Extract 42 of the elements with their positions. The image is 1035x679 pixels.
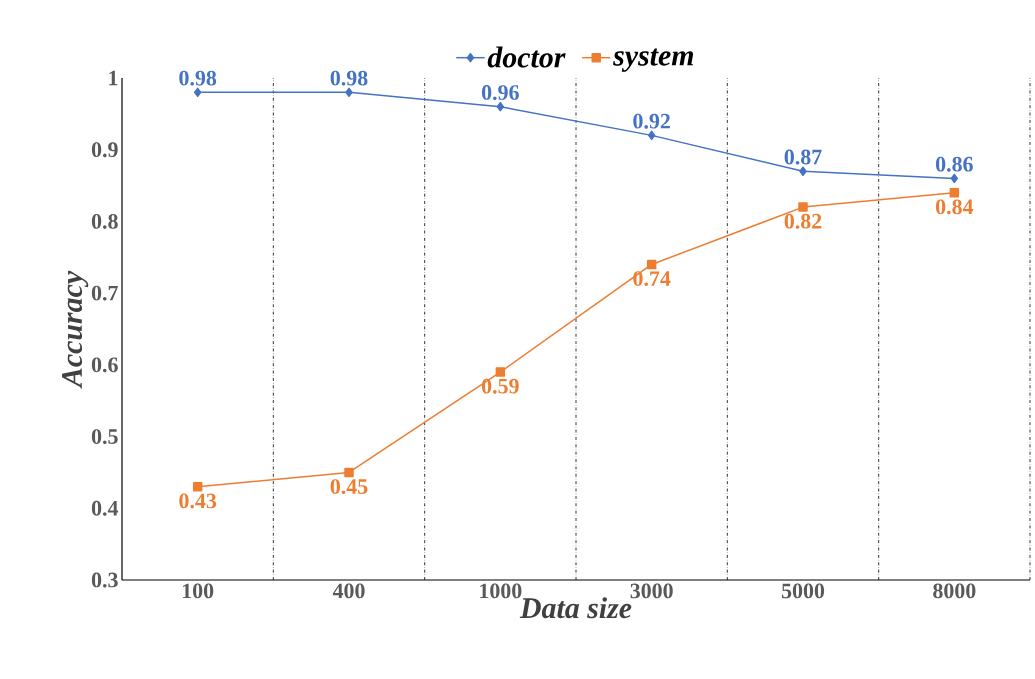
point <box>496 101 505 112</box>
x-axis-title: Data size <box>519 597 632 619</box>
y-tick-label: 0.6 <box>91 357 118 373</box>
point <box>799 166 807 176</box>
data-label: 0.98 <box>330 70 368 86</box>
data-label: 0.82 <box>784 213 822 229</box>
data-label: 0.45 <box>330 479 368 495</box>
legend-label: system <box>613 48 694 72</box>
point <box>798 202 808 212</box>
data-label: 0.43 <box>179 493 217 509</box>
point <box>193 87 202 98</box>
point <box>647 130 656 141</box>
data-label: 0.92 <box>633 113 670 129</box>
point <box>344 467 354 478</box>
data-label: 0.86 <box>935 156 973 172</box>
data-label: 0.87 <box>784 149 822 165</box>
legend-label: doctor <box>487 46 566 68</box>
data-label: 0.96 <box>481 85 519 100</box>
y-tick-label: 0.5 <box>91 429 118 445</box>
point <box>950 173 959 184</box>
y-tick-label: 0.9 <box>91 142 118 158</box>
y-tick-label: 0.4 <box>91 500 119 516</box>
y-tick-label: 0.7 <box>91 285 118 301</box>
point <box>345 87 353 98</box>
x-tick-label: 1000 <box>480 583 522 599</box>
x-tick-label: 8000 <box>933 583 976 599</box>
y-tick-label: 1 <box>109 70 118 86</box>
x-tick-label: 5000 <box>781 583 825 599</box>
x-tick-label: 400 <box>332 583 365 599</box>
point <box>949 188 960 198</box>
data-label: 0.84 <box>935 199 974 215</box>
y-tick-label: 0.8 <box>91 213 118 229</box>
x-tick-label: 3000 <box>630 583 673 599</box>
point <box>646 259 657 270</box>
point <box>495 367 506 377</box>
point <box>192 482 203 492</box>
y-axis-title: Accuracy <box>62 270 89 389</box>
data-label: 0.98 <box>179 70 217 86</box>
data-label: 0.59 <box>481 378 519 394</box>
data-label: 0.74 <box>633 271 671 287</box>
y-tick-label: 0.3 <box>91 572 118 588</box>
x-tick-label: 100 <box>182 583 214 599</box>
